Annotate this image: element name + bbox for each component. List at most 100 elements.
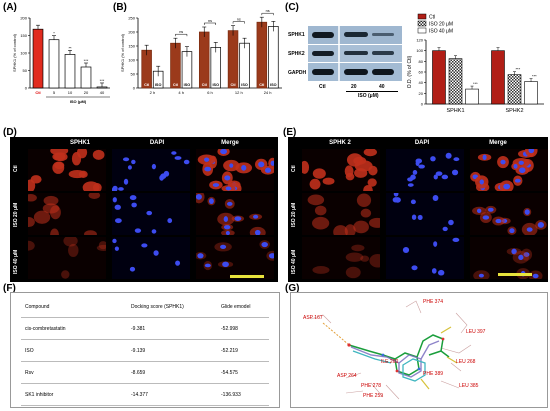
significance-label: *** — [100, 78, 105, 83]
bar — [491, 50, 505, 105]
x-tick-label: Ctl — [35, 90, 40, 95]
x-axis-label: ISO (μM) — [70, 99, 87, 104]
blot-lane-20: 20 — [351, 84, 357, 90]
y-tick-label: 0 — [133, 86, 136, 91]
panel-label-a: (A) — [3, 2, 17, 13]
bar-label: Ctl — [231, 83, 236, 87]
scale-bar-d — [230, 275, 264, 278]
y-tick-label: 200 — [20, 16, 27, 21]
bar — [524, 81, 538, 105]
significance-label: * — [53, 31, 55, 36]
significance-bracket — [175, 33, 188, 37]
micro-e-col-merge: Merge — [489, 140, 507, 146]
bar-label: ISO — [155, 83, 162, 87]
panel-label-b: (B) — [113, 2, 127, 13]
y-tick-label: 100 — [20, 51, 27, 56]
bar — [239, 42, 250, 89]
panel-label-f: (F) — [3, 283, 16, 294]
micro-d-row-iso20: ISO 20 μM — [13, 202, 19, 227]
residue-label: ASP 167 — [303, 315, 323, 321]
table-row: Rsv -8.659 -54.575 — [21, 361, 269, 384]
table-header-compound: Compound — [25, 303, 50, 310]
micro-d-col-dapi: DAPI — [149, 140, 165, 146]
table-cell: -136.933 — [217, 383, 269, 406]
bar — [448, 58, 463, 105]
bar-label: ISO — [212, 83, 219, 87]
blot-lane-40: 40 — [379, 84, 385, 90]
table-cell: Rsv — [21, 361, 127, 384]
bar-label: ISO — [184, 83, 191, 87]
residue-label: PHE 389 — [423, 371, 444, 377]
bar — [507, 74, 522, 105]
y-tick-label: 250 — [128, 16, 135, 21]
micro-d-col-sphk1: SPHK1 — [69, 140, 90, 146]
table-header-row: Compound Docking score (SPHK1) Glide emo… — [21, 296, 269, 318]
blot-iso-bracket — [346, 91, 398, 92]
residue-label: PHE 278 — [361, 383, 382, 389]
legend-swatch — [417, 27, 427, 34]
significance-label: *** — [84, 58, 89, 63]
residue-label: PHE 374 — [423, 299, 444, 305]
y-tick-label: 100 — [128, 58, 135, 63]
micro-e-row-iso40: ISO 40 μM — [291, 249, 297, 274]
y-tick-label: 150 — [128, 44, 135, 49]
micrograph-tile — [196, 193, 274, 235]
panel-label-g: (G) — [285, 283, 300, 294]
blot-x-label: ISO (μM) — [358, 93, 379, 99]
x-tick-label: SPHK1 — [446, 108, 464, 114]
x-tick-label: 40 — [100, 90, 105, 95]
bar-label: Ctl — [144, 83, 149, 87]
table-header-docking: Docking score (SPHK1) — [131, 303, 184, 310]
bar-label: ISO — [270, 83, 277, 87]
micro-d-row-iso40: ISO 40 μM — [13, 249, 19, 274]
micro-d-col-merge: Merge — [221, 140, 239, 146]
microscopy-panel-e: SPHK 2 DAPI Merge Ctl ISO 20 μM ISO 40 μ… — [288, 137, 548, 282]
blot-row-label-gapdh: GAPDH — [288, 70, 307, 76]
y-axis-label: O.D. (% of Ctl) — [407, 55, 413, 88]
panel-label-c: (C) — [285, 2, 299, 13]
significance-label: ns — [208, 19, 212, 23]
table-row: ISO -9.139 -52.219 — [21, 339, 269, 362]
bar — [210, 47, 222, 89]
x-tick-label: 5 — [53, 90, 56, 95]
y-tick-label: 50 — [23, 68, 28, 73]
table-cell: -52.219 — [217, 339, 269, 362]
micrograph-tile — [112, 149, 190, 191]
micrograph-tile — [112, 193, 190, 235]
significance-label: *** — [473, 81, 478, 86]
micrograph-tile — [302, 237, 380, 279]
y-tick-label: 50 — [131, 72, 136, 77]
y-tick-label: 120 — [416, 38, 423, 43]
micrograph-tile — [386, 149, 464, 191]
micrograph-tile — [28, 193, 106, 235]
x-group-label: 6 h — [207, 90, 213, 95]
micrograph-tile — [112, 237, 190, 279]
y-tick-label: 200 — [128, 30, 135, 35]
table-cell: -9.139 — [127, 339, 217, 362]
chart-a: 0 50 100 150 200 SPHK1 (% of control) Ctl * 5 ** 1… — [12, 16, 110, 104]
legend-label: ISO 40 μM — [429, 29, 453, 35]
residue-label: PHE 259 — [363, 393, 384, 399]
table-row: cis-combretastatin -9.381 -52.998 — [21, 317, 269, 340]
residue-label: ILE 260 — [381, 359, 399, 365]
bar — [465, 88, 479, 105]
bar — [268, 26, 279, 89]
docking-pose-panel: ASP 167 PHE 374 LEU 397 LEU 268 PHE 389 … — [290, 292, 548, 408]
residue-label: LEU 385 — [459, 383, 479, 389]
x-group-label: 2 h — [150, 90, 156, 95]
x-group-label: 24 h — [264, 90, 272, 95]
table-cell: -14.377 — [127, 383, 217, 406]
micrograph-tile — [28, 149, 106, 191]
table-cell: ISO — [21, 339, 127, 362]
blot-image — [308, 26, 402, 81]
table-cell: -52.998 — [217, 317, 269, 340]
bar — [256, 21, 268, 89]
legend-label: ISO 20 μM — [429, 22, 453, 28]
x-tick-label: 20 — [84, 90, 89, 95]
bar — [227, 30, 239, 89]
significance-label: *** — [516, 67, 521, 72]
western-blot: SPHK1 SPHK2 GAPDH Ctl 20 40 ISO (μM) — [288, 18, 403, 118]
chart-b: 0 50 100 150 200 250 SPHK1 (% of control) Ctl IS… — [120, 10, 282, 95]
legend-swatch — [417, 20, 427, 27]
